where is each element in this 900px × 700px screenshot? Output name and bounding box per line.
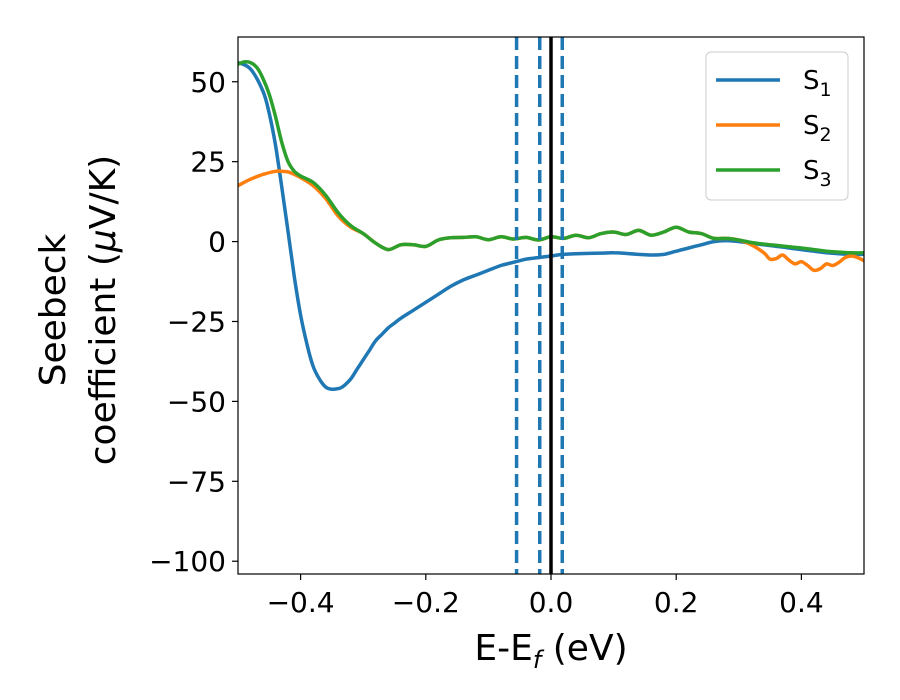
y-axis-label-line1: Seebeck <box>33 233 74 386</box>
y-tick-label: 25 <box>190 146 226 179</box>
x-tick-label: −0.2 <box>392 586 460 619</box>
y-tick-label: 0 <box>208 226 226 259</box>
y-axis-label-line2: coefficient (μV/K) <box>83 155 124 465</box>
series-layer <box>238 60 864 392</box>
y-axis-label-unit: V/K) <box>83 155 124 229</box>
y-tick-label: 50 <box>190 66 226 99</box>
x-axis: −0.4 −0.2 0.0 0.2 0.4 <box>267 574 824 619</box>
legend-label-s2: S2 <box>803 111 832 146</box>
y-tick-label: −75 <box>167 465 226 498</box>
series-line-s3 <box>238 60 864 255</box>
y-axis-label: Seebeck coefficient (μV/K) <box>33 155 124 465</box>
y-tick-label: −25 <box>167 305 226 338</box>
y-axis-label-mu: μ <box>83 229 124 253</box>
x-tick-label: −0.4 <box>267 586 335 619</box>
x-axis-label: E-Ef (eV) <box>474 628 627 674</box>
y-axis: 50 25 0 −25 −50 −75 −100 <box>149 66 238 578</box>
x-tick-label: 0.0 <box>529 586 574 619</box>
y-tick-label: −50 <box>167 385 226 418</box>
legend-label-s1: S1 <box>803 66 832 101</box>
x-tick-label: 0.4 <box>779 586 824 619</box>
legend: S1 S2 S3 <box>705 51 849 201</box>
x-tick-label: 0.2 <box>654 586 699 619</box>
x-axis-label-unit: (eV) <box>541 628 627 669</box>
legend-label-s3: S3 <box>803 156 832 191</box>
y-tick-label: −100 <box>149 545 226 578</box>
reference-lines <box>514 37 565 574</box>
